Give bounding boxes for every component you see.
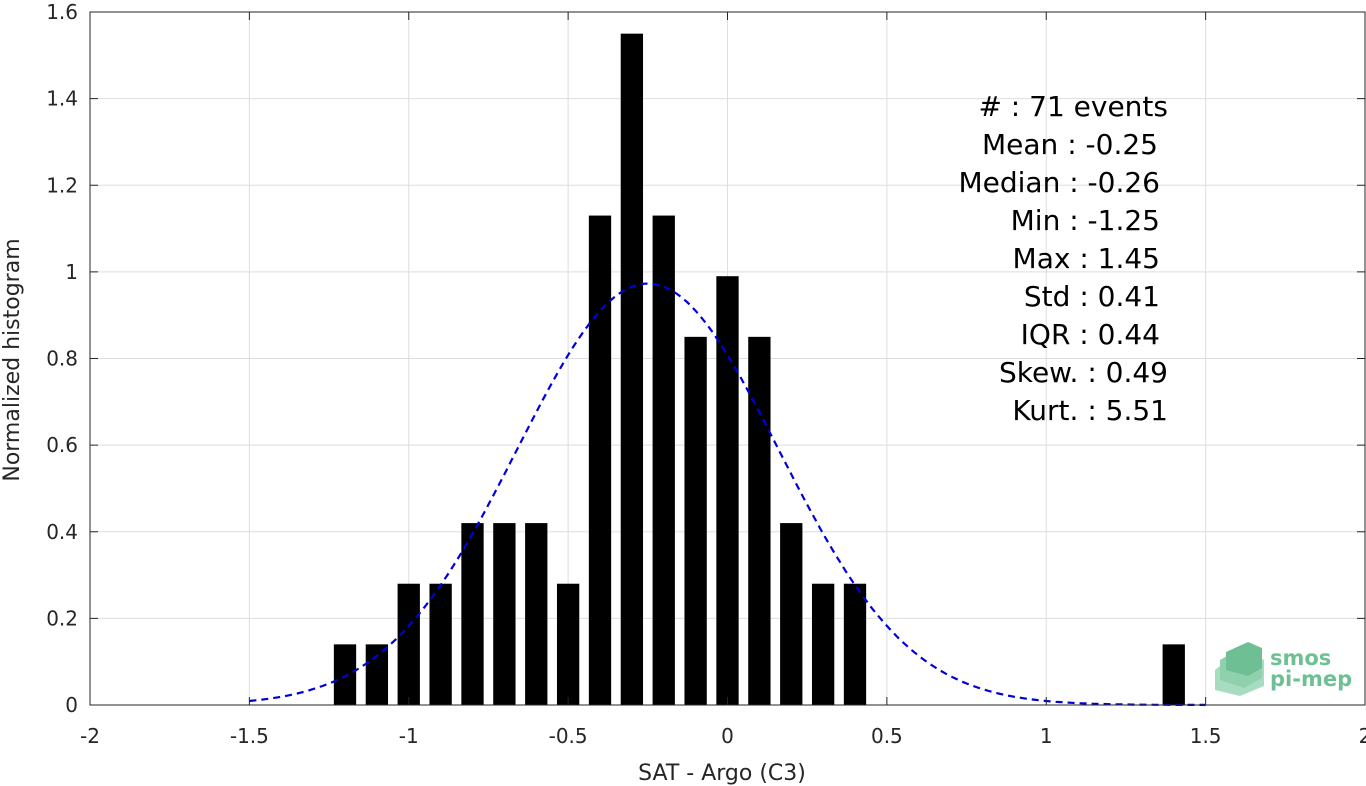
histogram-bar — [748, 336, 771, 705]
histogram-bar — [588, 215, 612, 705]
y-tick-label: 0.8 — [46, 347, 78, 371]
x-tick-labels: -2 -1.5 -1 -0.5 0 0.5 1 1.5 2 — [80, 724, 1366, 748]
x-tick-label: 1 — [1040, 724, 1053, 748]
histogram-bar — [620, 33, 644, 705]
histogram-bar — [461, 523, 484, 705]
x-tick-label: -1 — [399, 724, 419, 748]
histogram-bar — [780, 523, 803, 705]
histogram-bar — [652, 215, 675, 705]
y-tick-labels: 0 0.2 0.4 0.6 0.8 1 1.2 1.4 1.6 — [46, 0, 78, 717]
y-axis-label: Normalized histogram — [0, 238, 25, 481]
logo-line1: smos — [1270, 646, 1331, 670]
histogram-bar — [556, 583, 580, 705]
stat-line: Skew. : 0.49 — [999, 356, 1168, 389]
y-tick-label: 1.6 — [46, 0, 78, 24]
stat-line: Max : 1.45 — [1013, 242, 1160, 275]
histogram-bar — [397, 583, 420, 705]
stat-line: # : 71 events — [978, 90, 1168, 123]
x-tick-label: 1.5 — [1190, 724, 1222, 748]
histogram-bar — [429, 583, 452, 705]
axis-ticks — [89, 11, 1366, 706]
y-tick-label: 0.6 — [46, 433, 78, 457]
stat-line: IQR : 0.44 — [1021, 318, 1160, 351]
x-axis-label: SAT - Argo (C3) — [638, 761, 806, 786]
statistics-annotation: # : 71 events Mean : -0.25 Median : -0.26 M… — [958, 90, 1168, 427]
y-tick-label: 0 — [65, 693, 78, 717]
stat-line: Std : 0.41 — [1024, 280, 1160, 313]
stat-line: Kurt. : 5.51 — [1012, 394, 1168, 427]
x-tick-label: -1.5 — [230, 724, 269, 748]
x-tick-label: -0.5 — [549, 724, 588, 748]
histogram-bar — [333, 644, 357, 705]
stat-line: Mean : -0.25 — [982, 128, 1158, 161]
logo-mark-icon — [1215, 642, 1264, 696]
histogram-bars — [333, 33, 1185, 705]
y-tick-label: 1.4 — [46, 87, 78, 111]
y-tick-label: 1 — [65, 260, 78, 284]
x-tick-label: 2 — [1359, 724, 1366, 748]
x-tick-label: 0.5 — [871, 724, 903, 748]
histogram-bar — [684, 336, 707, 705]
histogram-bar — [811, 583, 835, 705]
histogram-bar — [365, 644, 389, 705]
y-tick-label: 0.2 — [46, 606, 78, 630]
y-tick-label: 1.2 — [46, 173, 78, 197]
x-tick-label: -2 — [80, 724, 100, 748]
histogram-bar — [843, 583, 867, 705]
x-tick-label: 0 — [721, 724, 734, 748]
smos-pimep-logo: smos pi-mep — [1215, 642, 1352, 696]
histogram-bar — [525, 523, 548, 705]
histogram-bar — [493, 523, 516, 705]
logo-line2: pi-mep — [1270, 667, 1352, 691]
y-tick-label: 0.4 — [46, 520, 78, 544]
stat-line: Min : -1.25 — [1011, 204, 1160, 237]
stat-line: Median : -0.26 — [958, 166, 1160, 199]
histogram-bar — [1162, 644, 1185, 705]
histogram-bar — [716, 276, 739, 705]
